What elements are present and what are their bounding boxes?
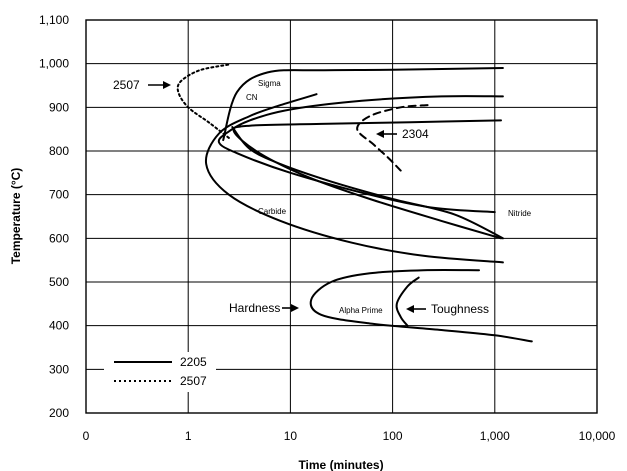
series-2205-carbide — [232, 119, 502, 240]
y-tick-label: 200 — [49, 406, 69, 420]
annotation-2507-label: 2507 — [113, 78, 140, 92]
series-2205-cn — [217, 95, 504, 214]
y-tick-label: 900 — [49, 100, 69, 114]
y-tick-label: 300 — [49, 362, 69, 376]
x-tick-label: 10,000 — [579, 429, 616, 443]
curves-group — [176, 63, 533, 343]
x-tick-label: 0 — [83, 429, 90, 443]
arrow-2304-head — [376, 130, 384, 138]
label-sigma: Sigma — [258, 79, 281, 88]
y-tick-label: 500 — [49, 275, 69, 289]
label-cn: CN — [246, 93, 258, 102]
x-tick-label: 100 — [383, 429, 403, 443]
annotation-2304: 2304 — [376, 127, 429, 141]
label-toughness: Toughness — [431, 302, 489, 316]
y-axis-label: Temperature (°C) — [9, 168, 23, 265]
series-2205-curve-4 — [231, 126, 504, 240]
y-tick-label: 1,100 — [39, 13, 69, 27]
series-2205-curve-3 — [204, 93, 504, 264]
annotation-2507: 2507 — [113, 78, 171, 92]
annotation-2304-label: 2304 — [402, 127, 429, 141]
legend-label-2507: 2507 — [180, 374, 207, 388]
series-2205-sigma — [222, 67, 504, 142]
series-2205-toughness — [395, 276, 420, 327]
arrow-2507-head — [163, 81, 171, 89]
y-tick-label: 600 — [49, 231, 69, 245]
y-tick-label: 700 — [49, 188, 69, 202]
y-tick-label: 1,000 — [39, 57, 69, 71]
label-carbide: Carbide — [258, 207, 287, 216]
label-hardness: Hardness — [229, 301, 280, 315]
series-2507-curve-8 — [176, 63, 230, 139]
label-alpha-prime: Alpha Prime — [339, 306, 383, 315]
x-axis-label: Time (minutes) — [298, 458, 383, 471]
arrow-toughness-head — [406, 305, 414, 313]
grid-lines — [86, 20, 597, 413]
annotation-hardness: Hardness — [229, 301, 299, 315]
legend: 2205 2507 — [104, 352, 216, 392]
annotation-toughness: Toughness — [406, 302, 489, 316]
legend-label-2205: 2205 — [180, 355, 207, 369]
x-tick-label: 1,000 — [480, 429, 510, 443]
series-2205-alpha-prime — [309, 268, 533, 343]
series-2304-curve-7 — [356, 104, 429, 172]
tick-labels: 0 1 10 100 1,000 10,000 200 300 400 500 600 700 800 9… — [39, 13, 616, 443]
plot-frame — [85, 19, 598, 414]
arrow-hardness-head — [291, 304, 299, 312]
x-tick-label: 10 — [284, 429, 298, 443]
y-tick-label: 800 — [49, 144, 69, 158]
x-tick-label: 1 — [185, 429, 192, 443]
y-tick-label: 400 — [49, 319, 69, 333]
label-nitride: Nitride — [508, 209, 532, 218]
legend-box — [104, 352, 216, 392]
